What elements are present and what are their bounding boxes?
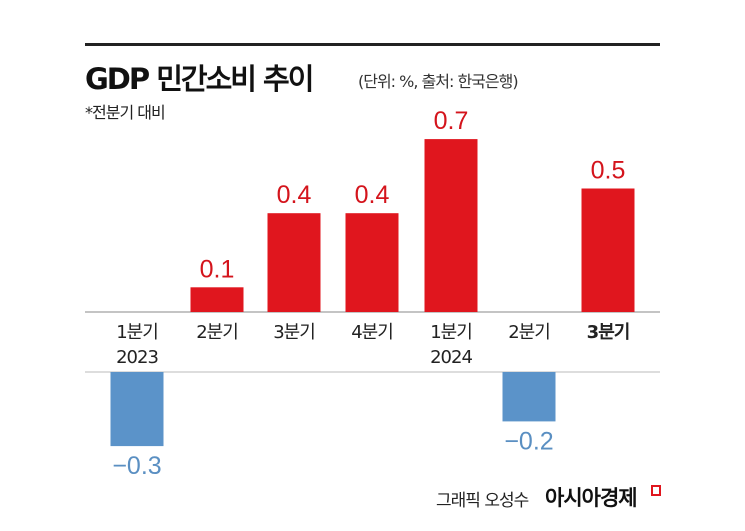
data-label: −0.3	[112, 452, 161, 480]
x-tick-label: 2024	[430, 347, 472, 368]
x-tick-label: 3분기	[587, 322, 630, 343]
graphic-credit: 그래픽 오성수	[436, 491, 529, 511]
brand-logo: 아시아경제	[545, 486, 638, 510]
bar	[110, 372, 164, 447]
data-label: 0.1	[200, 255, 235, 283]
x-tick-label: 1분기	[430, 322, 472, 343]
x-tick-label: 3분기	[273, 322, 315, 343]
bar	[502, 372, 556, 422]
bar	[581, 188, 635, 312]
x-tick-label: 2분기	[508, 322, 550, 343]
bar	[424, 139, 478, 312]
chart-title: GDP 민간소비 추이	[85, 62, 314, 96]
data-label: 0.7	[434, 107, 469, 135]
bar	[190, 287, 244, 312]
bar	[345, 213, 399, 312]
x-tick-label: 4분기	[351, 322, 393, 343]
top-rule	[85, 43, 660, 46]
data-label: 0.4	[277, 181, 312, 209]
bar	[267, 213, 321, 312]
x-tick-label: 1분기	[116, 322, 158, 343]
chart-subtitle: (단위: %, 출처: 한국은행)	[358, 72, 519, 91]
x-tick-label: 2023	[116, 347, 158, 368]
data-label: −0.2	[504, 427, 553, 455]
x-tick-label: 2분기	[196, 322, 238, 343]
chart-note: *전분기 대비	[85, 103, 166, 122]
data-label: 0.4	[355, 181, 390, 209]
brand-mark-icon	[651, 485, 661, 496]
data-label: 0.5	[591, 157, 626, 185]
